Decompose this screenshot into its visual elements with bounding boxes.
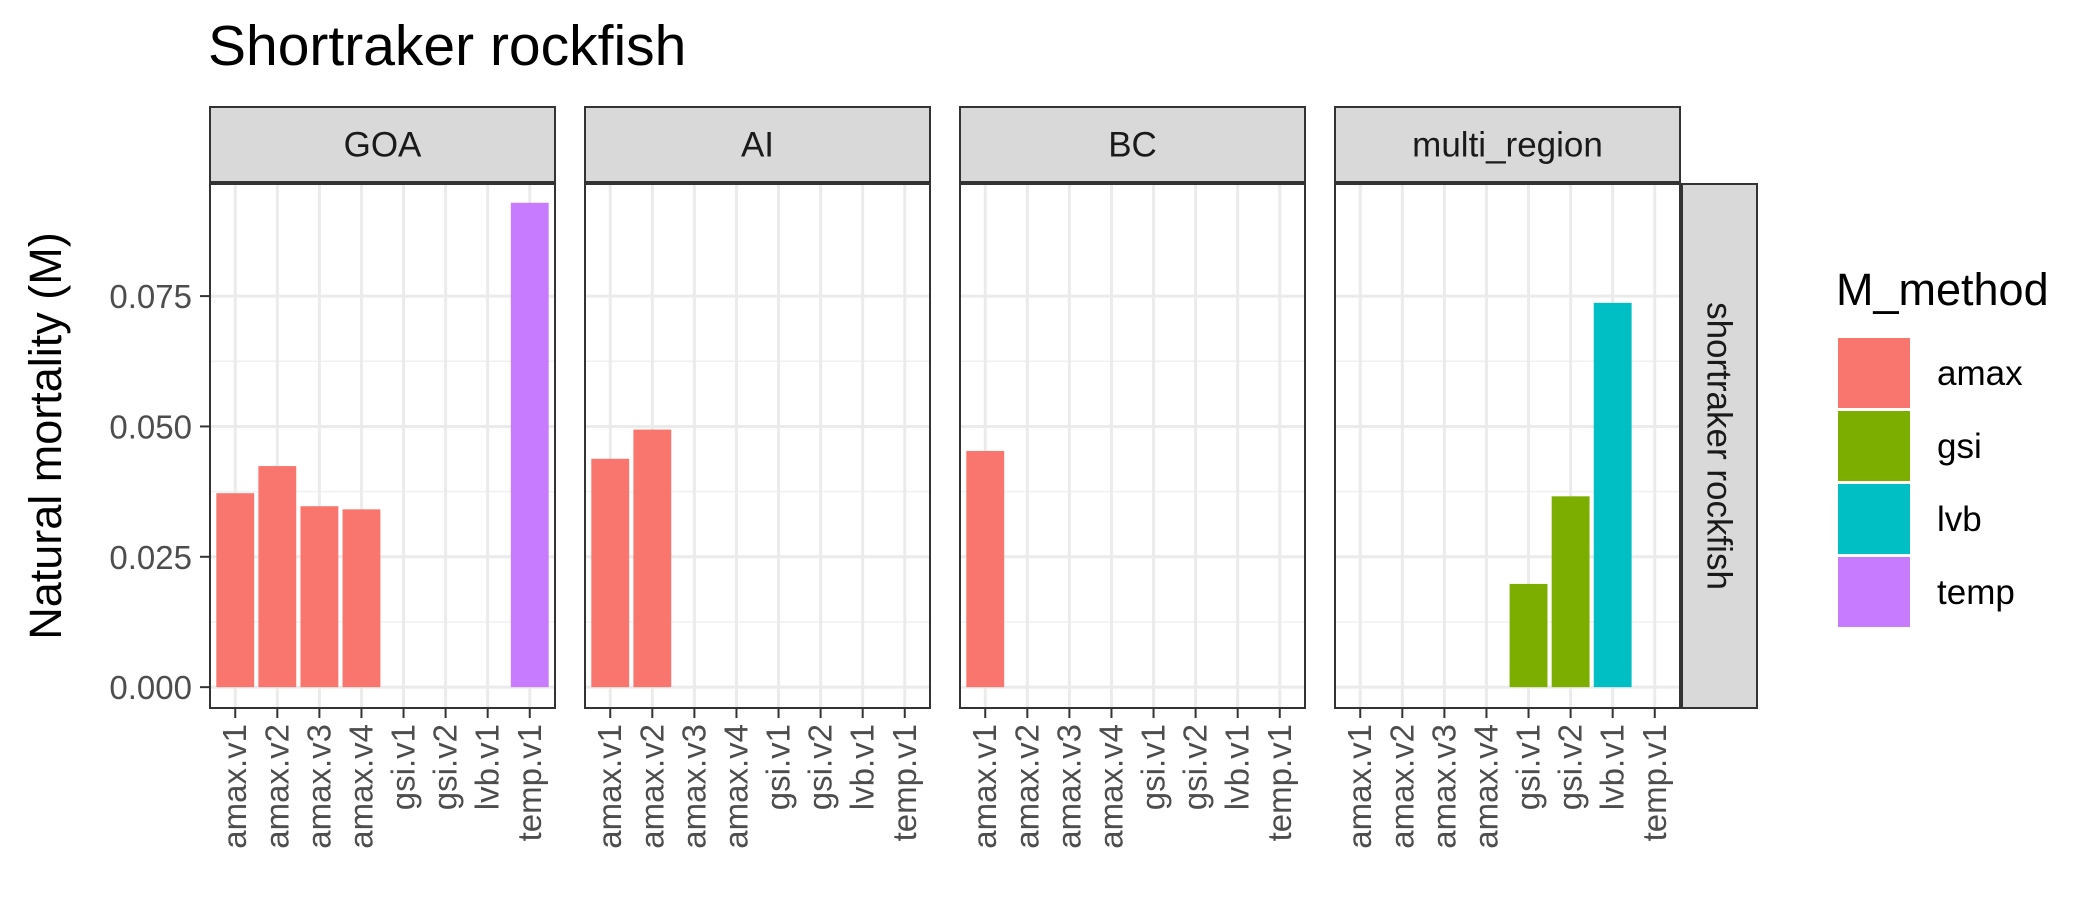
bar-amax-v2 xyxy=(258,466,297,688)
facet-strip xyxy=(1334,106,1681,183)
y-tick-label: 0.000 xyxy=(109,669,192,706)
x-tick-label: temp.v1 xyxy=(511,724,548,841)
x-tick-label: amax.v3 xyxy=(1425,724,1462,849)
x-tick-label: amax.v3 xyxy=(300,724,337,849)
x-tick-label: amax.v2 xyxy=(258,724,295,849)
x-tick-label: amax.v4 xyxy=(1467,724,1504,849)
facet-panel-multi-region: multi_region amax.v1 amax.v2 amax.v3 amax.v4… xyxy=(1334,106,1681,849)
facet-strip-label: BC xyxy=(1108,126,1157,165)
facet-row-strip-box xyxy=(1681,183,1758,709)
facet-row-strip: shortraker rockfish xyxy=(1681,183,1758,709)
x-tick-label: lvb.v1 xyxy=(1219,724,1256,810)
panel-border xyxy=(209,183,556,709)
y-tick-label: 0.025 xyxy=(109,539,192,576)
x-tick-label: lvb.v1 xyxy=(1594,724,1631,810)
x-tick-label: amax.v1 xyxy=(216,724,253,849)
legend-key-gsi xyxy=(1838,411,1910,481)
x-tick-label: amax.v3 xyxy=(675,724,712,849)
bar-amax-v2 xyxy=(633,429,672,688)
legend: M_method amax gsi lvb temp xyxy=(1836,264,2049,627)
x-tick-label: amax.v4 xyxy=(717,724,754,849)
x-tick-label: gsi.v1 xyxy=(1135,724,1172,810)
y-tick-label: 0.075 xyxy=(109,278,192,315)
y-axis-title: Natural mortality (M) xyxy=(20,232,71,640)
facet-strip xyxy=(959,106,1306,183)
y-tick-label: 0.050 xyxy=(109,408,192,445)
bar-lvb-v1 xyxy=(1593,302,1632,688)
chart-title: Shortraker rockfish xyxy=(208,14,686,78)
facet-strip xyxy=(584,106,931,183)
legend-key-lvb xyxy=(1838,484,1910,554)
bar-gsi-v2 xyxy=(1551,496,1590,688)
facet-strip-label: AI xyxy=(741,126,774,165)
x-tick-label: amax.v1 xyxy=(1341,724,1378,849)
facet-strip xyxy=(209,106,556,183)
x-tick-label: lvb.v1 xyxy=(844,724,881,810)
panel-border xyxy=(584,183,931,709)
bar-amax-v3 xyxy=(300,506,339,688)
x-tick-label: gsi.v1 xyxy=(760,724,797,810)
facet-panel-goa: GOA amax.v1 amax.v2 amax.v3 amax.v4 gsi.v1 gsi… xyxy=(209,106,556,849)
bar-temp-v1 xyxy=(510,202,549,688)
legend-title: M_method xyxy=(1836,264,2049,315)
legend-key-amax xyxy=(1838,338,1910,408)
panel-background xyxy=(960,184,1305,708)
legend-label-gsi: gsi xyxy=(1937,427,1982,466)
legend-label-lvb: lvb xyxy=(1937,500,1982,539)
x-tick-label: temp.v1 xyxy=(1261,724,1298,841)
x-tick-label: gsi.v2 xyxy=(1177,724,1214,810)
x-tick-label: gsi.v2 xyxy=(427,724,464,810)
legend-key-temp xyxy=(1838,557,1910,627)
x-tick-label: amax.v4 xyxy=(1092,724,1129,849)
facet-panel-bc: BC amax.v1 amax.v2 amax.v3 amax.v4 gsi.v1 gsi.… xyxy=(959,106,1306,849)
bar-amax-v1 xyxy=(216,493,255,688)
legend-label-temp: temp xyxy=(1937,573,2015,612)
facet-panel-ai: AI amax.v1 amax.v2 amax.v3 amax.v4 gsi.v1 gsi.… xyxy=(584,106,931,849)
x-tick-label: gsi.v2 xyxy=(802,724,839,810)
facet-strip-label: GOA xyxy=(344,126,422,165)
x-tick-label: amax.v4 xyxy=(342,724,379,849)
x-tick-label: amax.v2 xyxy=(1008,724,1045,849)
x-tick-label: gsi.v1 xyxy=(1510,724,1547,810)
x-tick-label: amax.v1 xyxy=(966,724,1003,849)
panel-border xyxy=(1334,183,1681,709)
facet-row-label: shortraker rockfish xyxy=(1700,302,1739,590)
panel-border xyxy=(959,183,1306,709)
y-axis: 0.000 0.025 0.050 0.075 xyxy=(109,278,210,706)
x-tick-label: gsi.v2 xyxy=(1552,724,1589,810)
x-tick-label: amax.v1 xyxy=(591,724,628,849)
legend-label-amax: amax xyxy=(1937,354,2023,393)
x-tick-label: amax.v3 xyxy=(1050,724,1087,849)
bar-amax-v4 xyxy=(342,509,381,688)
x-tick-label: temp.v1 xyxy=(886,724,923,841)
bar-gsi-v1 xyxy=(1509,583,1548,688)
facet-strip-label: multi_region xyxy=(1412,126,1603,165)
x-tick-label: lvb.v1 xyxy=(469,724,506,810)
x-tick-label: amax.v2 xyxy=(633,724,670,849)
bar-amax-v1 xyxy=(591,458,630,688)
bar-amax-v1 xyxy=(966,450,1005,688)
x-tick-label: temp.v1 xyxy=(1636,724,1673,841)
x-tick-label: gsi.v1 xyxy=(385,724,422,810)
x-tick-label: amax.v2 xyxy=(1383,724,1420,849)
